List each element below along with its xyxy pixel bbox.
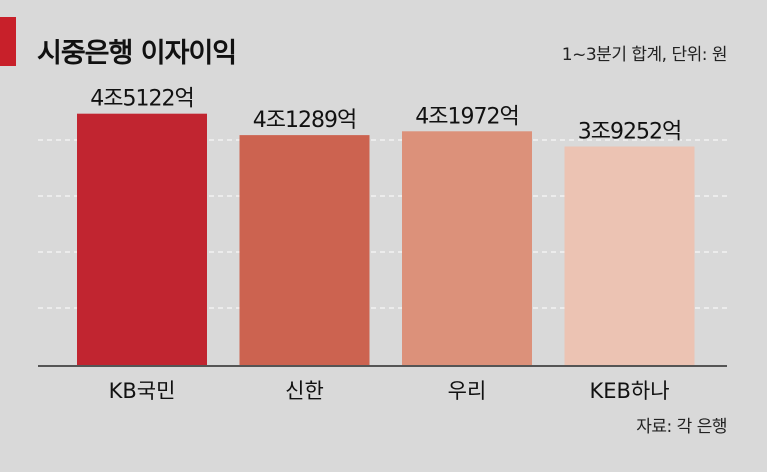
source-note: 자료: 각 은행 <box>636 417 727 437</box>
category-label-4: KEB하나 <box>589 379 669 403</box>
value-label-3: 4조1972억 <box>415 104 518 129</box>
bar-4 <box>564 146 695 366</box>
bars <box>77 113 695 366</box>
category-label-3: 우리 <box>448 379 487 403</box>
category-label-1: KB국민 <box>109 379 176 403</box>
bar-2 <box>239 135 370 366</box>
bar-1 <box>77 113 207 366</box>
value-label-4: 3조9252억 <box>578 120 681 145</box>
value-label-1: 4조5122억 <box>90 87 193 112</box>
chart-title: 시중은행 이자이익 <box>37 38 237 69</box>
value-label-2: 4조1289억 <box>253 108 356 133</box>
unit-note: 1~3분기 합계, 단위: 원 <box>561 45 728 65</box>
gridlines <box>38 139 727 309</box>
category-label-2: 신한 <box>285 379 324 403</box>
accent-bar <box>0 17 16 66</box>
bar-3 <box>402 131 532 366</box>
